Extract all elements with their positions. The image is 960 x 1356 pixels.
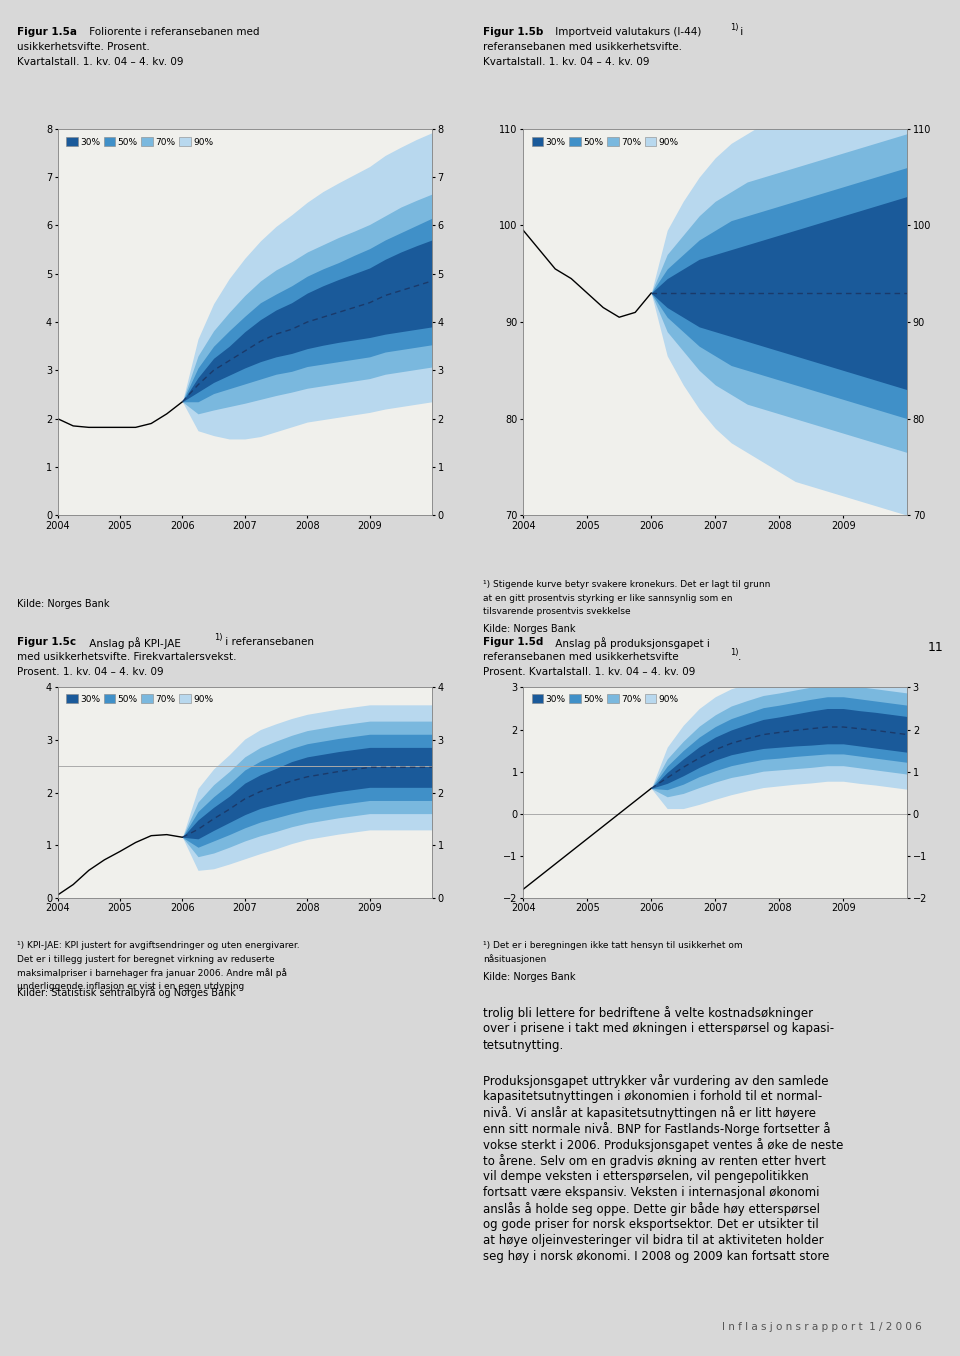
Text: Prosent. 1. kv. 04 – 4. kv. 09: Prosent. 1. kv. 04 – 4. kv. 09	[17, 667, 164, 677]
Text: Kilde: Norges Bank: Kilde: Norges Bank	[483, 972, 575, 982]
Text: ¹) Det er i beregningen ikke tatt hensyn til usikkerhet om: ¹) Det er i beregningen ikke tatt hensyn…	[483, 941, 742, 951]
Text: I n f l a s j o n s r a p p o r t  1 / 2 0 0 6: I n f l a s j o n s r a p p o r t 1 / 2 …	[722, 1322, 922, 1332]
Text: to årene. Selv om en gradvis økning av renten etter hvert: to årene. Selv om en gradvis økning av r…	[483, 1154, 826, 1168]
Text: 1): 1)	[730, 23, 738, 33]
Legend: 30%, 50%, 70%, 90%: 30%, 50%, 70%, 90%	[66, 137, 213, 146]
Text: referansebanen med usikkerhetsvifte: referansebanen med usikkerhetsvifte	[483, 652, 679, 662]
Text: i: i	[737, 27, 744, 37]
Text: vokse sterkt i 2006. Produksjonsgapet ventes å øke de neste: vokse sterkt i 2006. Produksjonsgapet ve…	[483, 1138, 843, 1153]
Text: Anslag på KPI-JAE: Anslag på KPI-JAE	[86, 637, 181, 650]
Text: trolig bli lettere for bedriftene å velte kostnadsøkninger: trolig bli lettere for bedriftene å velt…	[483, 1006, 813, 1020]
Legend: 30%, 50%, 70%, 90%: 30%, 50%, 70%, 90%	[532, 137, 679, 146]
Text: referansebanen med usikkerhetsvifte.: referansebanen med usikkerhetsvifte.	[483, 42, 682, 52]
Text: Kilder: Statistisk sentralbyrå og Norges Bank: Kilder: Statistisk sentralbyrå og Norges…	[17, 986, 236, 998]
Text: Figur 1.5a: Figur 1.5a	[17, 27, 77, 37]
Text: Kvartalstall. 1. kv. 04 – 4. kv. 09: Kvartalstall. 1. kv. 04 – 4. kv. 09	[17, 57, 183, 66]
Text: kapasitetsutnyttingen i økonomien i forhold til et normal-: kapasitetsutnyttingen i økonomien i forh…	[483, 1090, 822, 1102]
Text: tilsvarende prosentvis svekkelse: tilsvarende prosentvis svekkelse	[483, 607, 631, 617]
Text: fortsatt være ekspansiv. Veksten i internasjonal økonomi: fortsatt være ekspansiv. Veksten i inter…	[483, 1186, 820, 1199]
Text: Prosent. Kvartalstall. 1. kv. 04 – 4. kv. 09: Prosent. Kvartalstall. 1. kv. 04 – 4. kv…	[483, 667, 695, 677]
Text: Produksjonsgapet uttrykker vår vurdering av den samlede: Produksjonsgapet uttrykker vår vurdering…	[483, 1074, 828, 1088]
Text: Importveid valutakurs (I-44): Importveid valutakurs (I-44)	[552, 27, 702, 37]
Text: maksimalpriser i barnehager fra januar 2006. Andre mål på: maksimalpriser i barnehager fra januar 2…	[17, 968, 287, 978]
Text: over i prisene i takt med økningen i etterspørsel og kapasi-: over i prisene i takt med økningen i ett…	[483, 1022, 834, 1036]
Text: Kilde: Norges Bank: Kilde: Norges Bank	[483, 624, 575, 633]
Text: Foliorente i referansebanen med: Foliorente i referansebanen med	[86, 27, 260, 37]
Text: og gode priser for norsk eksportsektor. Det er utsikter til: og gode priser for norsk eksportsektor. …	[483, 1218, 819, 1231]
Text: at en gitt prosentvis styrking er like sannsynlig som en: at en gitt prosentvis styrking er like s…	[483, 594, 732, 603]
Text: ¹) KPI-JAE: KPI justert for avgiftsendringer og uten energivarer.: ¹) KPI-JAE: KPI justert for avgiftsendri…	[17, 941, 300, 951]
Text: enn sitt normale nivå. BNP for Fastlands-Norge fortsetter å: enn sitt normale nivå. BNP for Fastlands…	[483, 1121, 830, 1136]
Text: at høye oljeinvesteringer vil bidra til at aktiviteten holder: at høye oljeinvesteringer vil bidra til …	[483, 1234, 824, 1248]
Text: Figur 1.5d: Figur 1.5d	[483, 637, 543, 647]
Text: usikkerhetsvifte. Prosent.: usikkerhetsvifte. Prosent.	[17, 42, 150, 52]
Legend: 30%, 50%, 70%, 90%: 30%, 50%, 70%, 90%	[66, 694, 213, 704]
Text: med usikkerhetsvifte. Firekvartalersvekst.: med usikkerhetsvifte. Firekvartalersveks…	[17, 652, 237, 662]
Text: Det er i tillegg justert for beregnet virkning av reduserte: Det er i tillegg justert for beregnet vi…	[17, 955, 275, 964]
Text: tetsutnytting.: tetsutnytting.	[483, 1039, 564, 1052]
Text: nivå. Vi anslår at kapasitetsutnyttingen nå er litt høyere: nivå. Vi anslår at kapasitetsutnyttingen…	[483, 1106, 816, 1120]
Text: i referansebanen: i referansebanen	[222, 637, 314, 647]
Text: 11: 11	[928, 641, 944, 654]
Text: ¹) Stigende kurve betyr svakere kronekurs. Det er lagt til grunn: ¹) Stigende kurve betyr svakere kronekur…	[483, 580, 770, 590]
Text: underliggende inflasjon er vist i en egen utdyping: underliggende inflasjon er vist i en ege…	[17, 982, 245, 991]
Text: anslås å holde seg oppe. Dette gir både høy etterspørsel: anslås å holde seg oppe. Dette gir både …	[483, 1201, 820, 1216]
Text: Kvartalstall. 1. kv. 04 – 4. kv. 09: Kvartalstall. 1. kv. 04 – 4. kv. 09	[483, 57, 649, 66]
Text: 1): 1)	[214, 633, 223, 643]
Text: vil dempe veksten i etterspørselen, vil pengepolitikken: vil dempe veksten i etterspørselen, vil …	[483, 1170, 808, 1182]
Text: Figur 1.5c: Figur 1.5c	[17, 637, 77, 647]
Text: Figur 1.5b: Figur 1.5b	[483, 27, 543, 37]
Text: nåsituasjonen: nåsituasjonen	[483, 955, 546, 964]
Text: Kilde: Norges Bank: Kilde: Norges Bank	[17, 599, 109, 609]
Text: Anslag på produksjonsgapet i: Anslag på produksjonsgapet i	[552, 637, 709, 650]
Text: seg høy i norsk økonomi. I 2008 og 2009 kan fortsatt store: seg høy i norsk økonomi. I 2008 og 2009 …	[483, 1250, 829, 1262]
Text: .: .	[738, 652, 742, 662]
Legend: 30%, 50%, 70%, 90%: 30%, 50%, 70%, 90%	[532, 694, 679, 704]
Text: 1): 1)	[731, 648, 739, 658]
